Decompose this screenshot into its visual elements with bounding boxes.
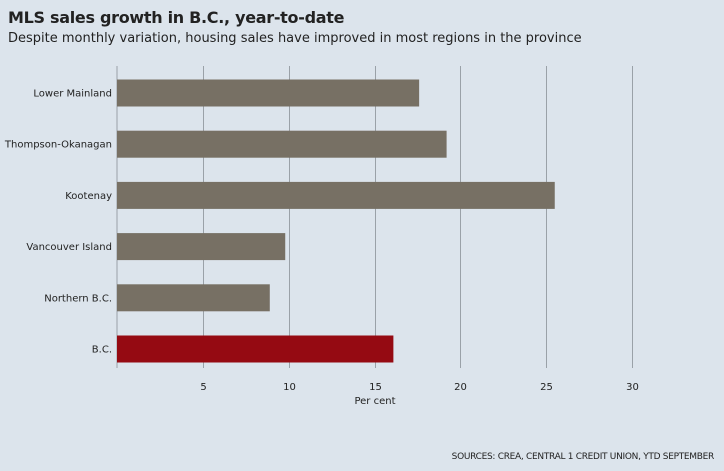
category-label: B.C. <box>92 345 112 356</box>
x-tick-label: 30 <box>626 382 639 393</box>
label-layer: 5 10 15 20 25 30 Lower Mainland Thompson-Okanag… <box>4 89 639 394</box>
category-label: Northern B.C. <box>44 293 112 304</box>
x-axis-label: Per cent <box>354 396 395 407</box>
bar <box>117 181 555 209</box>
x-tick-label: 5 <box>200 382 206 393</box>
x-tick-label: 20 <box>454 382 467 393</box>
bar-layer <box>117 79 555 363</box>
x-tick-label: 10 <box>283 382 296 393</box>
chart-subtitle: Despite monthly variation, housing sales… <box>8 31 582 46</box>
category-label: Kootenay <box>65 191 112 202</box>
bar <box>117 130 447 158</box>
bar <box>117 79 420 107</box>
category-label: Vancouver Island <box>26 242 112 253</box>
x-tick-label: 15 <box>369 382 382 393</box>
category-label: Thompson-Okanagan <box>4 140 112 151</box>
category-label: Lower Mainland <box>33 89 112 100</box>
source-note: SOURCES: CREA, CENTRAL 1 CREDIT UNION, Y… <box>451 452 715 462</box>
bar <box>117 233 286 261</box>
bar <box>117 284 270 312</box>
x-tick-label: 25 <box>540 382 553 393</box>
grid-layer <box>116 66 633 368</box>
chart-title: MLS sales growth in B.C., year-to-date <box>8 8 345 27</box>
bar <box>117 335 394 363</box>
